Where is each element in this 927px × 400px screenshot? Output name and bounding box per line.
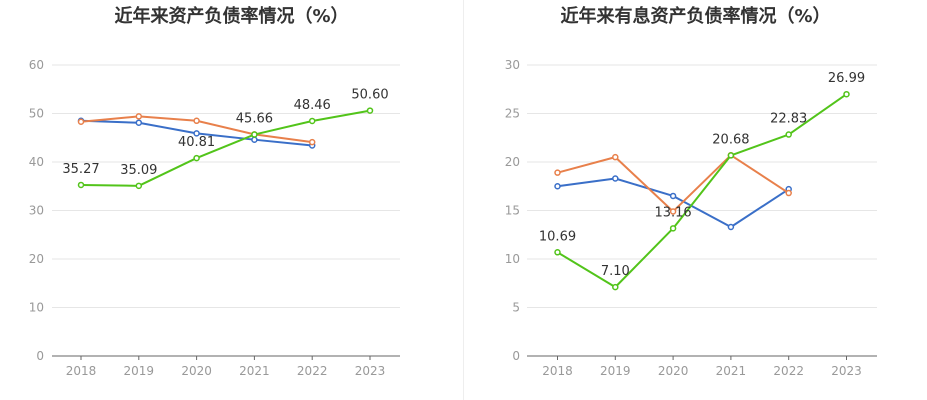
chart-right-title: 近年来有息资产负债率情况（%）: [560, 6, 831, 27]
y-tick-label: 15: [505, 204, 520, 218]
data-point: [554, 249, 561, 256]
data-label: 10.69: [539, 229, 576, 244]
data-point: [727, 152, 735, 159]
data-label: 20.68: [712, 132, 749, 147]
data-point: [308, 138, 316, 146]
x-tick-label: 2018: [542, 364, 573, 378]
x-tick-label: 2022: [297, 364, 328, 378]
data-point: [785, 189, 792, 197]
x-tick-label: 2021: [716, 364, 747, 378]
x-tick-label: 2019: [600, 364, 631, 378]
data-point: [612, 283, 619, 291]
y-tick-label: 30: [29, 204, 44, 218]
data-point: [727, 223, 735, 231]
x-tick-label: 2021: [239, 364, 270, 378]
y-tick-label: 10: [29, 301, 44, 315]
data-label: 48.46: [294, 98, 331, 113]
x-tick-label: 2020: [181, 364, 212, 378]
data-point: [135, 182, 143, 190]
data-point: [193, 154, 200, 162]
data-point: [669, 192, 677, 200]
data-point: [669, 225, 677, 232]
x-tick-label: 2023: [831, 364, 862, 378]
data-label: 40.81: [178, 135, 215, 150]
data-label: 22.83: [770, 112, 807, 127]
y-tick-label: 10: [505, 252, 520, 266]
data-label: 45.66: [236, 112, 273, 127]
y-tick-label: 0: [36, 349, 44, 363]
x-tick-label: 2018: [66, 364, 97, 378]
y-tick-label: 40: [29, 155, 44, 169]
chart-left-title: 近年来资产负债率情况（%）: [114, 6, 349, 27]
y-tick-label: 25: [505, 107, 520, 121]
data-point: [843, 90, 850, 98]
data-point: [77, 118, 85, 125]
data-label: 35.09: [120, 163, 157, 178]
y-tick-label: 20: [505, 155, 520, 169]
series-line: [556, 93, 848, 289]
y-tick-label: 5: [512, 301, 520, 315]
data-point: [554, 183, 561, 190]
data-label: 13.16: [654, 205, 691, 220]
data-point: [77, 181, 85, 189]
y-tick-label: 50: [29, 107, 44, 121]
y-tick-label: 60: [29, 58, 44, 72]
y-tick-label: 0: [512, 349, 520, 363]
data-point: [251, 131, 258, 138]
data-point: [612, 175, 619, 182]
y-tick-label: 20: [29, 252, 44, 266]
y-tick-label: 30: [505, 58, 520, 72]
series-line: [80, 109, 371, 187]
data-point: [669, 208, 677, 215]
data-point: [193, 130, 200, 137]
data-label: 50.60: [351, 88, 388, 103]
data-point: [193, 117, 200, 125]
data-point: [251, 136, 258, 143]
x-tick-label: 2020: [658, 364, 689, 378]
data-point: [785, 131, 792, 138]
data-label: 26.99: [828, 71, 865, 86]
data-point: [554, 169, 561, 176]
data-label: 35.27: [62, 162, 99, 177]
chart-right-svg: 0 5 10 15 20 25 30 2018 2019 2020 2021 2022 2023 10.6…: [505, 58, 877, 378]
data-point: [135, 119, 143, 126]
data-point: [612, 153, 619, 161]
x-tick-label: 2023: [355, 364, 386, 378]
chart-divider: [463, 0, 464, 400]
chart-left: 近年来资产负债率情况（%） 0 10 20 30 40 50 60 2018 2019 2020 2…: [0, 0, 463, 400]
data-point: [135, 113, 143, 120]
x-tick-label: 2019: [124, 364, 155, 378]
data-point: [308, 117, 316, 125]
data-point: [366, 107, 374, 114]
chart-right: 近年来有息资产负债率情况（%） 0 5 10 15 20 25 30 2018 2019 2020…: [464, 0, 927, 400]
chart-left-svg: 0 10 20 30 40 50 60 2018 2019 2020 2021 2022 2023 35.…: [29, 58, 400, 378]
series-line: [557, 154, 790, 213]
data-label: 7.10: [601, 264, 630, 279]
x-tick-label: 2022: [773, 364, 804, 378]
